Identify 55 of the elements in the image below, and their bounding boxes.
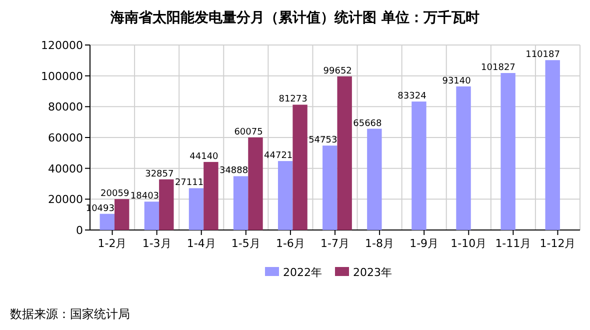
data-label: 18403 [130, 192, 160, 202]
data-label: 54753 [308, 136, 338, 146]
x-tick-label: 1-7月 [320, 237, 350, 250]
y-tick-label: 100000 [41, 70, 83, 83]
data-label: 34888 [219, 166, 248, 176]
data-label: 32857 [145, 169, 174, 180]
bar [248, 137, 263, 230]
bar [100, 214, 114, 230]
data-label: 101827 [481, 63, 516, 74]
bar [144, 202, 160, 230]
y-tick-label: 60000 [48, 132, 83, 144]
x-tick-label: 1-10月 [450, 237, 487, 250]
x-tick-label: 1-11月 [495, 237, 532, 250]
x-tick-label: 1-12月 [540, 237, 576, 250]
x-tick-label: 1-9月 [410, 237, 439, 250]
data-label: 20059 [100, 189, 130, 200]
bar [188, 188, 204, 230]
bar [233, 176, 248, 230]
data-label: 81273 [278, 94, 308, 105]
bar [159, 179, 174, 230]
data-label: 27111 [174, 178, 204, 188]
bar [456, 86, 471, 230]
y-tick-label: 20000 [48, 193, 83, 206]
y-tick-label: 0 [76, 224, 83, 237]
bar [114, 199, 130, 230]
bar [337, 76, 352, 230]
data-label: 110187 [526, 50, 560, 60]
bar [367, 128, 382, 230]
x-tick-label: 1-3月 [142, 237, 172, 250]
x-tick-label: 1-6月 [276, 237, 305, 250]
y-tick-label: 120000 [41, 39, 83, 52]
data-label: 83324 [398, 92, 427, 102]
y-tick-label: 40000 [48, 162, 83, 176]
legend-label: 2023年 [353, 266, 392, 279]
source-note: 数据来源：国家统计局 [10, 307, 130, 321]
x-tick-label: 1-2月 [98, 237, 127, 250]
bar [545, 60, 560, 230]
data-label: 44721 [264, 151, 293, 162]
bar [500, 73, 516, 230]
x-tick-label: 1-5月 [231, 237, 260, 250]
bar [322, 146, 338, 230]
legend-label: 2022年 [283, 266, 322, 279]
chart-title: 海南省太阳能发电量分月（累计值）统计图 单位：万千瓦时 [110, 9, 480, 26]
x-tick-label: 1-8月 [365, 237, 394, 250]
bar [292, 104, 308, 230]
data-label: 44140 [190, 152, 219, 162]
data-label: 93140 [442, 76, 472, 86]
data-label: 60075 [234, 127, 263, 138]
x-tick-label: 1-4月 [186, 237, 216, 250]
bar [278, 161, 293, 230]
y-tick-label: 80000 [48, 100, 83, 114]
bar [412, 102, 426, 230]
data-label: 99652 [323, 66, 352, 76]
data-label: 65668 [353, 118, 382, 129]
bar [204, 162, 218, 230]
